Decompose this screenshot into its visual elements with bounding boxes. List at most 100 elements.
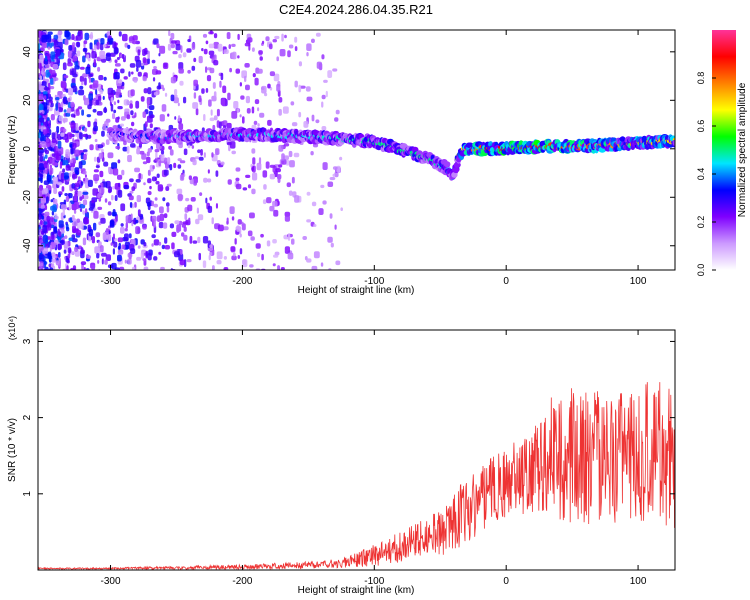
noise-speckle [49,256,52,263]
noise-speckle [256,68,263,74]
colorbar-tick-label: 0.6 [696,120,706,133]
noise-speckle [276,56,279,62]
noise-speckle [76,218,81,223]
noise-speckle [74,246,78,252]
noise-speckle [75,35,82,41]
noise-speckle [97,206,103,210]
noise-speckle [330,242,334,248]
noise-speckle [60,204,67,210]
noise-speckle [113,241,118,248]
noise-speckle [111,262,117,270]
ridge-cell [443,161,451,168]
noise-speckle [39,174,44,178]
x-tick-label: -100 [364,276,384,287]
noise-speckle [40,262,44,267]
noise-speckle [105,227,109,235]
noise-speckle [118,242,121,250]
noise-speckle [321,94,326,100]
noise-speckle [166,202,170,207]
noise-speckle [111,186,116,190]
noise-speckle [187,69,191,74]
noise-speckle [191,65,196,71]
noise-speckle [143,88,148,94]
noise-speckle [166,183,172,187]
noise-speckle [197,236,201,244]
y-tick-label: -40 [22,238,33,253]
noise-speckle [42,135,46,141]
noise-speckle [46,196,49,204]
snr-x-label: Height of straight line (km) [298,585,415,596]
noise-speckle [332,68,338,72]
noise-speckle [242,259,248,268]
noise-speckle [42,121,48,125]
noise-speckle [38,177,43,182]
noise-speckle [213,33,218,39]
noise-speckle [162,222,168,229]
noise-speckle [183,96,187,104]
noise-speckle [251,106,255,114]
noise-speckle [302,236,307,240]
noise-speckle [67,253,71,259]
noise-speckle [209,244,213,248]
noise-speckle [84,32,89,41]
noise-speckle [58,220,64,228]
noise-speckle [74,193,77,202]
noise-speckle [140,96,145,102]
noise-speckle [178,220,183,226]
noise-speckle [64,39,69,46]
noise-speckle [153,66,157,70]
noise-speckle [83,40,88,45]
noise-speckle [66,107,72,114]
noise-speckle [44,205,48,211]
noise-speckle [80,247,84,254]
noise-speckle [93,80,99,88]
noise-speckle [155,151,158,159]
noise-speckle [182,221,189,225]
spectrogram-frame [37,29,676,271]
noise-speckle [122,33,128,42]
noise-speckle [42,129,48,135]
noise-speckle [278,97,283,103]
noise-speckle [129,190,134,194]
noise-speckle [142,258,147,262]
noise-speckle [159,206,164,214]
noise-speckle [70,251,76,255]
noise-speckle [46,215,51,221]
noise-speckle [39,63,42,71]
noise-speckle [142,111,147,118]
noise-speckle [177,115,181,122]
noise-speckle [169,164,173,171]
noise-speckle [134,167,140,173]
noise-speckle [218,121,222,129]
noise-speckle [258,157,262,165]
noise-speckle [155,158,159,162]
noise-speckle [265,161,270,169]
noise-speckle [82,55,86,63]
noise-speckle [127,44,131,49]
noise-speckle [230,246,236,252]
noise-speckle [110,97,114,103]
noise-speckle [62,168,66,173]
noise-speckle [115,117,120,123]
noise-speckle [152,165,155,170]
noise-speckle [227,179,232,185]
noise-speckle [60,80,66,89]
noise-speckle [315,119,320,124]
noise-speckle [67,247,72,254]
noise-speckle [86,114,92,118]
noise-speckle [294,46,298,52]
x-tick-label: -200 [232,576,252,587]
noise-speckle [289,160,295,168]
noise-speckle [251,188,256,195]
noise-speckle [166,206,170,213]
noise-speckle [46,117,50,121]
y-tick-label: 1 [22,491,33,497]
noise-speckle [131,221,134,227]
noise-speckle [159,114,165,122]
noise-speckle [164,92,168,97]
noise-speckle [93,58,96,67]
noise-speckle [239,82,242,87]
noise-speckle [234,238,237,245]
noise-speckle [96,41,100,50]
noise-speckle [82,199,88,206]
